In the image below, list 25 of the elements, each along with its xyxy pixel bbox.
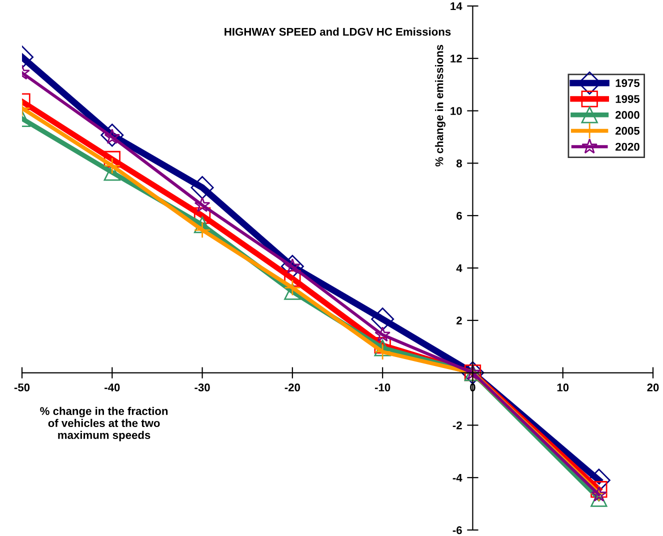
y-tick-label: 4 [456, 264, 462, 272]
y-tick-label: 2 [456, 316, 462, 324]
x-tick-label: -40 [104, 384, 120, 392]
x-tick-label: -20 [284, 384, 300, 392]
y-tick-label: -2 [452, 421, 462, 430]
y-tick-label: 14 [450, 2, 462, 10]
x-tick-label: -30 [194, 384, 210, 392]
legend-label: 2020 [616, 142, 640, 151]
y-tick-label: 8 [456, 159, 462, 168]
y-tick-label: -4 [452, 474, 462, 482]
x-tick-label: -10 [374, 384, 390, 392]
text: HIGHWAY SPEED and LDGV HC Emissions [224, 28, 451, 36]
legend-label: 1975 [616, 79, 640, 88]
y-tick-label: 10 [450, 107, 462, 115]
y-tick-label: 6 [456, 212, 462, 220]
y-axis-title: % change in emissions [435, 44, 446, 166]
legend-label: 2005 [616, 126, 640, 135]
x-tick-label: 10 [557, 384, 569, 392]
y-tick-label: -6 [452, 526, 462, 534]
x-tick-label: 20 [647, 384, 659, 392]
legend-label: 2000 [616, 111, 640, 119]
y-tick-label: 12 [450, 54, 462, 62]
x-tick-label: -50 [14, 384, 30, 392]
legend-label: 1995 [616, 95, 640, 103]
x-axis-title: % change in the fraction of vehicles at the two maximum speeds [40, 406, 168, 442]
